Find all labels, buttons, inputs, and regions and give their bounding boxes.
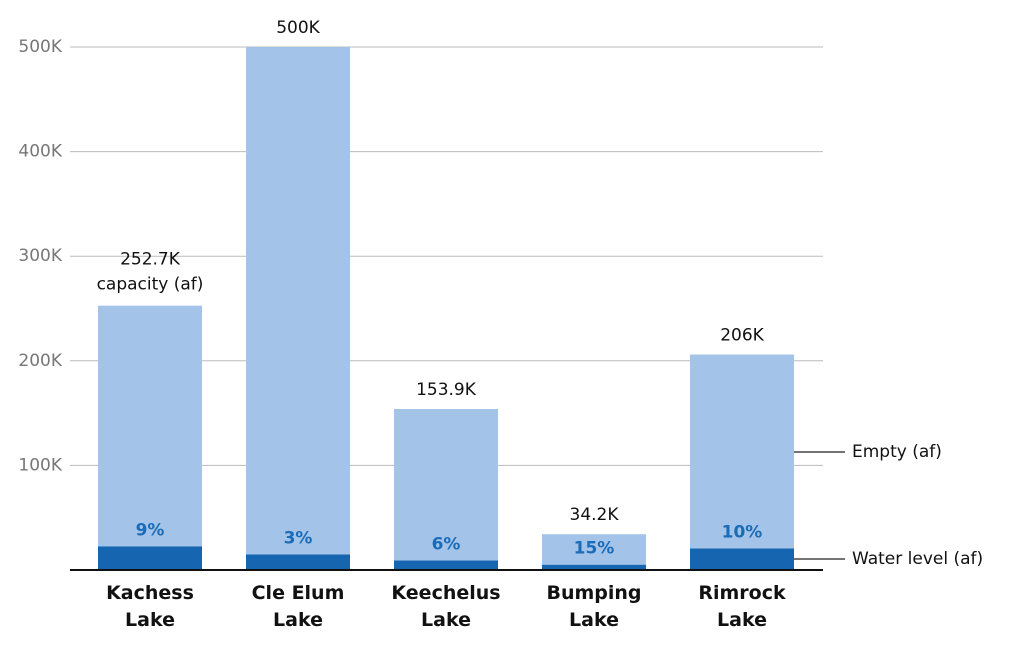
percent-label: 10% [722,522,763,542]
x-tick-label: Keechelus Lake [391,582,501,631]
bar-segment [690,354,794,549]
percent-label: 15% [574,539,615,559]
bar-segment [98,546,202,570]
bar-segment [690,548,794,570]
capacity-label: 206K [720,326,764,346]
legend-label: Empty (af) [852,442,942,462]
percent-label: 3% [284,528,313,548]
bar-segment [246,47,350,555]
bar-segment [394,560,498,570]
percent-label: 6% [432,534,461,554]
y-tick-label: 500K [18,37,62,57]
percent-label: 9% [136,520,165,540]
x-tick-label: Cle Elum Lake [251,582,345,631]
y-tick-label: 100K [18,455,62,475]
capacity-note: capacity (af) [97,275,204,295]
y-tick-label: 300K [18,246,62,266]
x-tick-label: Bumping Lake [546,582,642,631]
bar-segment [246,554,350,570]
y-tick-label: 400K [18,142,62,162]
bar-segment [394,409,498,561]
capacity-label: 153.9K [416,380,477,400]
capacity-label: 500K [276,18,320,38]
capacity-label: 252.7K [120,250,181,270]
capacity-label: 34.2K [570,505,620,525]
legend-label: Water level (af) [852,549,983,569]
bar-segment [542,564,646,570]
bar-segment [98,305,202,547]
x-tick-label: Kachess Lake [106,582,194,631]
bar-segment [542,534,646,565]
y-tick-label: 200K [18,351,62,371]
x-tick-label: Rimrock Lake [698,582,786,631]
